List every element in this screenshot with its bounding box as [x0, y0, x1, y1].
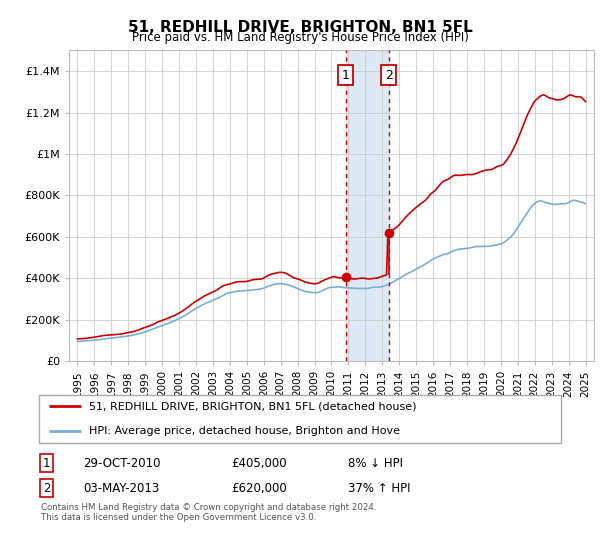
Text: 03-MAY-2013: 03-MAY-2013	[83, 482, 160, 494]
Text: Price paid vs. HM Land Registry's House Price Index (HPI): Price paid vs. HM Land Registry's House …	[131, 31, 469, 44]
Bar	[346, 50, 389, 361]
Text: 2: 2	[43, 482, 50, 494]
Text: £405,000: £405,000	[232, 456, 287, 470]
Text: £620,000: £620,000	[232, 482, 287, 494]
Text: 51, REDHILL DRIVE, BRIGHTON, BN1 5FL (detached house): 51, REDHILL DRIVE, BRIGHTON, BN1 5FL (de…	[89, 402, 416, 412]
Text: 51, REDHILL DRIVE, BRIGHTON, BN1 5FL: 51, REDHILL DRIVE, BRIGHTON, BN1 5FL	[128, 20, 472, 35]
Text: HPI: Average price, detached house, Brighton and Hove: HPI: Average price, detached house, Brig…	[89, 426, 400, 436]
Text: 1: 1	[341, 69, 349, 82]
Text: Contains HM Land Registry data © Crown copyright and database right 2024.
This d: Contains HM Land Registry data © Crown c…	[41, 503, 377, 522]
FancyBboxPatch shape	[38, 395, 562, 442]
Text: 1: 1	[43, 456, 50, 470]
Text: 29-OCT-2010: 29-OCT-2010	[83, 456, 161, 470]
Text: 37% ↑ HPI: 37% ↑ HPI	[347, 482, 410, 494]
Text: 8% ↓ HPI: 8% ↓ HPI	[347, 456, 403, 470]
Text: 2: 2	[385, 69, 392, 82]
